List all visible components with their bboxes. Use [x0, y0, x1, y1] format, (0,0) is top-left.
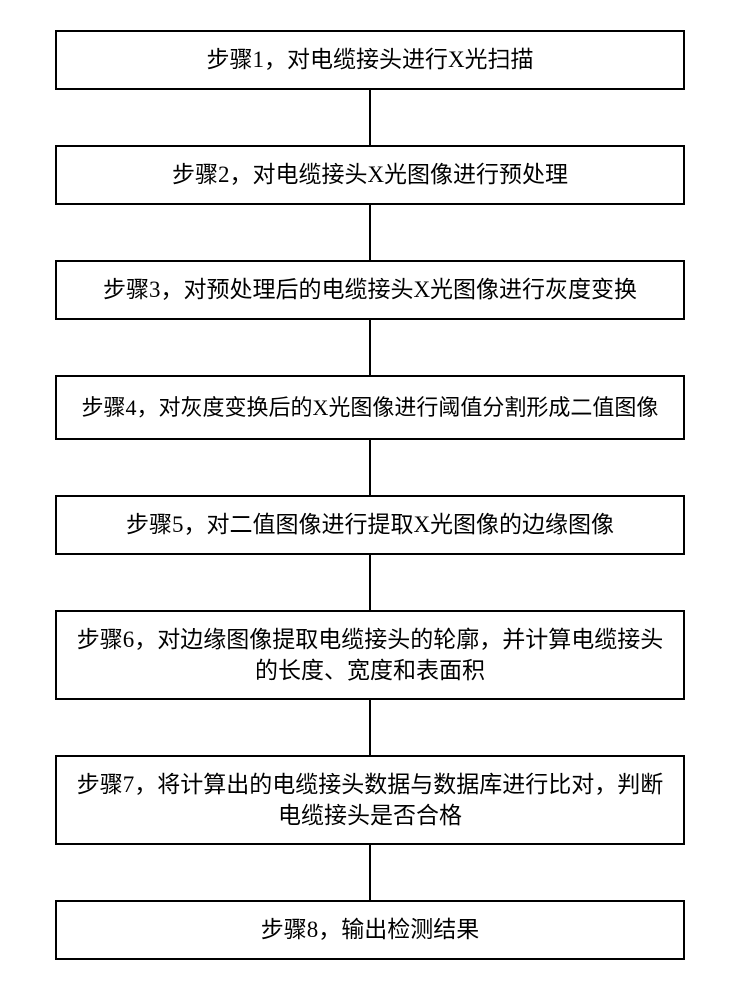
connector-2-3	[369, 205, 371, 260]
connector-3-4	[369, 320, 371, 375]
step-box-1: 步骤1，对电缆接头进行X光扫描	[55, 30, 685, 90]
step-box-3: 步骤3，对预处理后的电缆接头X光图像进行灰度变换	[55, 260, 685, 320]
connector-7-8	[369, 845, 371, 900]
step-box-2: 步骤2，对电缆接头X光图像进行预处理	[55, 145, 685, 205]
step-text-3: 步骤3，对预处理后的电缆接头X光图像进行灰度变换	[103, 274, 637, 305]
flowchart-canvas: 步骤1，对电缆接头进行X光扫描 步骤2，对电缆接头X光图像进行预处理 步骤3，对…	[0, 0, 740, 1000]
connector-6-7	[369, 700, 371, 755]
step-text-8: 步骤8，输出检测结果	[261, 914, 480, 945]
step-box-6: 步骤6，对边缘图像提取电缆接头的轮廓，并计算电缆接头 的长度、宽度和表面积	[55, 610, 685, 700]
step-text-5: 步骤5，对二值图像进行提取X光图像的边缘图像	[126, 509, 614, 540]
step-box-7: 步骤7，将计算出的电缆接头数据与数据库进行比对，判断 电缆接头是否合格	[55, 755, 685, 845]
step-box-5: 步骤5，对二值图像进行提取X光图像的边缘图像	[55, 495, 685, 555]
step-box-8: 步骤8，输出检测结果	[55, 900, 685, 960]
step-box-4: 步骤4，对灰度变换后的X光图像进行阈值分割形成二值图像	[55, 375, 685, 440]
step-text-6: 步骤6，对边缘图像提取电缆接头的轮廓，并计算电缆接头 的长度、宽度和表面积	[77, 624, 664, 686]
step-text-4: 步骤4，对灰度变换后的X光图像进行阈值分割形成二值图像	[82, 393, 659, 423]
step-text-1: 步骤1，对电缆接头进行X光扫描	[206, 44, 533, 75]
connector-5-6	[369, 555, 371, 610]
step-text-7: 步骤7，将计算出的电缆接头数据与数据库进行比对，判断 电缆接头是否合格	[77, 769, 664, 831]
connector-1-2	[369, 90, 371, 145]
step-text-2: 步骤2，对电缆接头X光图像进行预处理	[172, 159, 568, 190]
connector-4-5	[369, 440, 371, 495]
